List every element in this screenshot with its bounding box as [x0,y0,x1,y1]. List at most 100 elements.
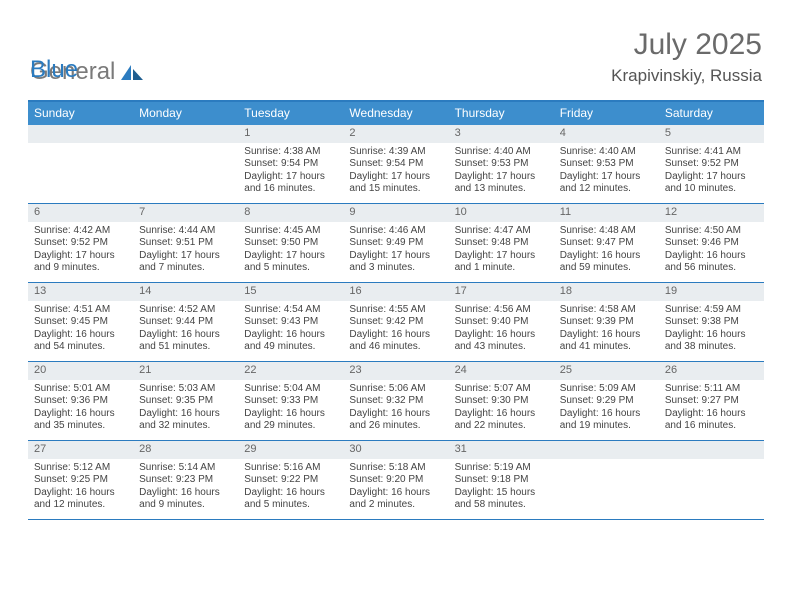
day-number: 25 [554,362,659,380]
day-cell: 3Sunrise: 4:40 AMSunset: 9:53 PMDaylight… [449,125,554,203]
day-details: Sunrise: 4:56 AMSunset: 9:40 PMDaylight:… [449,301,554,359]
day-number [659,441,764,459]
week-row: 13Sunrise: 4:51 AMSunset: 9:45 PMDayligh… [28,283,764,362]
day-cell: 4Sunrise: 4:40 AMSunset: 9:53 PMDaylight… [554,125,659,203]
day-number: 18 [554,283,659,301]
weekday-header: Wednesday [343,102,448,125]
day-cell [133,125,238,203]
day-cell [28,125,133,203]
day-number: 16 [343,283,448,301]
day-cell: 23Sunrise: 5:06 AMSunset: 9:32 PMDayligh… [343,362,448,440]
weekday-header: Monday [133,102,238,125]
day-number: 14 [133,283,238,301]
day-number [554,441,659,459]
day-cell: 17Sunrise: 4:56 AMSunset: 9:40 PMDayligh… [449,283,554,361]
day-details: Sunrise: 5:11 AMSunset: 9:27 PMDaylight:… [659,380,764,438]
day-details: Sunrise: 4:40 AMSunset: 9:53 PMDaylight:… [449,143,554,201]
day-details: Sunrise: 5:01 AMSunset: 9:36 PMDaylight:… [28,380,133,438]
day-cell: 22Sunrise: 5:04 AMSunset: 9:33 PMDayligh… [238,362,343,440]
day-cell: 31Sunrise: 5:19 AMSunset: 9:18 PMDayligh… [449,441,554,519]
day-number: 19 [659,283,764,301]
day-details: Sunrise: 4:38 AMSunset: 9:54 PMDaylight:… [238,143,343,201]
weekday-header: Saturday [659,102,764,125]
day-cell [554,441,659,519]
day-details: Sunrise: 4:42 AMSunset: 9:52 PMDaylight:… [28,222,133,280]
day-details: Sunrise: 4:41 AMSunset: 9:52 PMDaylight:… [659,143,764,201]
day-number: 9 [343,204,448,222]
day-cell: 27Sunrise: 5:12 AMSunset: 9:25 PMDayligh… [28,441,133,519]
day-details: Sunrise: 4:45 AMSunset: 9:50 PMDaylight:… [238,222,343,280]
day-details: Sunrise: 4:55 AMSunset: 9:42 PMDaylight:… [343,301,448,359]
day-details: Sunrise: 4:54 AMSunset: 9:43 PMDaylight:… [238,301,343,359]
week-row: 27Sunrise: 5:12 AMSunset: 9:25 PMDayligh… [28,441,764,520]
day-number: 13 [28,283,133,301]
day-details: Sunrise: 4:52 AMSunset: 9:44 PMDaylight:… [133,301,238,359]
day-number: 31 [449,441,554,459]
weekday-header: Sunday [28,102,133,125]
day-cell: 19Sunrise: 4:59 AMSunset: 9:38 PMDayligh… [659,283,764,361]
day-cell: 24Sunrise: 5:07 AMSunset: 9:30 PMDayligh… [449,362,554,440]
day-number: 24 [449,362,554,380]
day-cell: 18Sunrise: 4:58 AMSunset: 9:39 PMDayligh… [554,283,659,361]
day-number: 7 [133,204,238,222]
day-cell: 15Sunrise: 4:54 AMSunset: 9:43 PMDayligh… [238,283,343,361]
day-details: Sunrise: 4:48 AMSunset: 9:47 PMDaylight:… [554,222,659,280]
day-details: Sunrise: 5:16 AMSunset: 9:22 PMDaylight:… [238,459,343,517]
day-number: 1 [238,125,343,143]
sails-icon [119,62,145,82]
day-cell: 8Sunrise: 4:45 AMSunset: 9:50 PMDaylight… [238,204,343,282]
day-details: Sunrise: 4:44 AMSunset: 9:51 PMDaylight:… [133,222,238,280]
day-cell: 28Sunrise: 5:14 AMSunset: 9:23 PMDayligh… [133,441,238,519]
day-number: 23 [343,362,448,380]
week-row: 6Sunrise: 4:42 AMSunset: 9:52 PMDaylight… [28,204,764,283]
week-row: 20Sunrise: 5:01 AMSunset: 9:36 PMDayligh… [28,362,764,441]
day-cell: 14Sunrise: 4:52 AMSunset: 9:44 PMDayligh… [133,283,238,361]
day-details: Sunrise: 4:47 AMSunset: 9:48 PMDaylight:… [449,222,554,280]
day-details: Sunrise: 5:09 AMSunset: 9:29 PMDaylight:… [554,380,659,438]
day-details: Sunrise: 4:40 AMSunset: 9:53 PMDaylight:… [554,143,659,201]
day-details: Sunrise: 5:04 AMSunset: 9:33 PMDaylight:… [238,380,343,438]
day-number: 11 [554,204,659,222]
brand-word-2: Blue [30,56,78,84]
weekday-header: Thursday [449,102,554,125]
weekday-header: Friday [554,102,659,125]
day-number: 22 [238,362,343,380]
day-cell: 29Sunrise: 5:16 AMSunset: 9:22 PMDayligh… [238,441,343,519]
day-number: 4 [554,125,659,143]
day-details: Sunrise: 5:14 AMSunset: 9:23 PMDaylight:… [133,459,238,517]
day-cell: 26Sunrise: 5:11 AMSunset: 9:27 PMDayligh… [659,362,764,440]
day-details: Sunrise: 5:06 AMSunset: 9:32 PMDaylight:… [343,380,448,438]
day-details: Sunrise: 4:58 AMSunset: 9:39 PMDaylight:… [554,301,659,359]
day-details: Sunrise: 5:18 AMSunset: 9:20 PMDaylight:… [343,459,448,517]
weeks-container: 1Sunrise: 4:38 AMSunset: 9:54 PMDaylight… [28,125,764,520]
day-details: Sunrise: 4:46 AMSunset: 9:49 PMDaylight:… [343,222,448,280]
day-cell: 12Sunrise: 4:50 AMSunset: 9:46 PMDayligh… [659,204,764,282]
day-details: Sunrise: 4:39 AMSunset: 9:54 PMDaylight:… [343,143,448,201]
day-cell: 2Sunrise: 4:39 AMSunset: 9:54 PMDaylight… [343,125,448,203]
day-number: 28 [133,441,238,459]
day-details: Sunrise: 5:03 AMSunset: 9:35 PMDaylight:… [133,380,238,438]
day-cell: 9Sunrise: 4:46 AMSunset: 9:49 PMDaylight… [343,204,448,282]
day-number: 21 [133,362,238,380]
day-cell: 5Sunrise: 4:41 AMSunset: 9:52 PMDaylight… [659,125,764,203]
day-cell: 7Sunrise: 4:44 AMSunset: 9:51 PMDaylight… [133,204,238,282]
day-number: 15 [238,283,343,301]
weekday-header: Tuesday [238,102,343,125]
day-number [133,125,238,143]
day-number: 17 [449,283,554,301]
day-number: 12 [659,204,764,222]
day-number: 6 [28,204,133,222]
day-number: 3 [449,125,554,143]
day-number [28,125,133,143]
day-cell: 6Sunrise: 4:42 AMSunset: 9:52 PMDaylight… [28,204,133,282]
day-cell: 10Sunrise: 4:47 AMSunset: 9:48 PMDayligh… [449,204,554,282]
day-cell: 11Sunrise: 4:48 AMSunset: 9:47 PMDayligh… [554,204,659,282]
day-details: Sunrise: 5:19 AMSunset: 9:18 PMDaylight:… [449,459,554,517]
day-number: 5 [659,125,764,143]
day-number: 10 [449,204,554,222]
day-cell: 30Sunrise: 5:18 AMSunset: 9:20 PMDayligh… [343,441,448,519]
day-number: 2 [343,125,448,143]
day-number: 29 [238,441,343,459]
week-row: 1Sunrise: 4:38 AMSunset: 9:54 PMDaylight… [28,125,764,204]
day-cell: 25Sunrise: 5:09 AMSunset: 9:29 PMDayligh… [554,362,659,440]
